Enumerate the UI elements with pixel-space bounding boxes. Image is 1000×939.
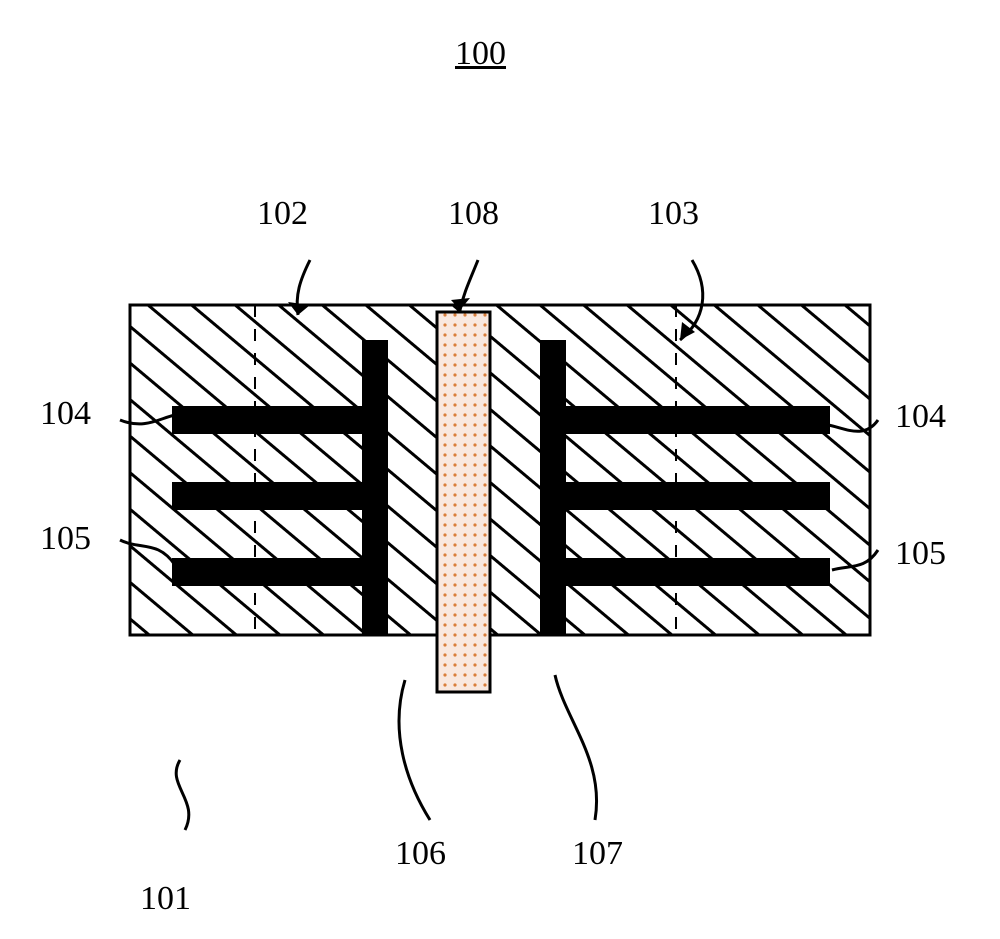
diagram-svg xyxy=(0,0,1000,939)
diagram-canvas: 100 102 108 103 104 104 105 105 106 107 … xyxy=(0,0,1000,939)
dotted-divider xyxy=(437,312,490,692)
